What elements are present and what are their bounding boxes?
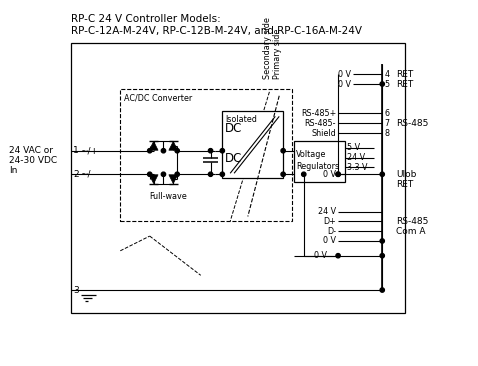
Text: In: In bbox=[10, 166, 18, 175]
Text: 3: 3 bbox=[73, 285, 79, 295]
Polygon shape bbox=[169, 175, 178, 184]
Circle shape bbox=[336, 172, 340, 176]
Text: 24-30 VDC: 24-30 VDC bbox=[10, 156, 57, 165]
Circle shape bbox=[175, 172, 179, 176]
Text: RP-C 24 V Controller Models:: RP-C 24 V Controller Models: bbox=[71, 14, 221, 24]
Bar bbox=[71, 43, 405, 313]
Text: 24 VAC or: 24 VAC or bbox=[10, 146, 54, 155]
Circle shape bbox=[220, 172, 225, 176]
Text: 7: 7 bbox=[384, 119, 390, 128]
Text: Primary side: Primary side bbox=[273, 29, 282, 79]
Text: Full-wave: Full-wave bbox=[150, 193, 187, 201]
Text: Secondary side: Secondary side bbox=[262, 17, 272, 79]
Circle shape bbox=[220, 149, 225, 153]
Text: 0 V: 0 V bbox=[314, 251, 326, 260]
Circle shape bbox=[148, 172, 152, 176]
Text: DC: DC bbox=[225, 152, 243, 165]
Polygon shape bbox=[149, 141, 158, 150]
Circle shape bbox=[302, 172, 306, 176]
Text: 3.3 V: 3.3 V bbox=[347, 163, 368, 172]
Circle shape bbox=[161, 149, 165, 153]
Text: ~/+: ~/+ bbox=[80, 146, 98, 155]
Text: 4: 4 bbox=[384, 70, 389, 79]
Text: 5: 5 bbox=[384, 79, 390, 89]
Text: 0 V: 0 V bbox=[323, 236, 336, 246]
Circle shape bbox=[175, 149, 179, 153]
Text: Com A: Com A bbox=[396, 227, 425, 236]
Circle shape bbox=[380, 254, 384, 258]
Text: RS-485: RS-485 bbox=[396, 217, 428, 226]
Circle shape bbox=[281, 149, 285, 153]
Text: 5 V: 5 V bbox=[347, 143, 360, 152]
Text: RET: RET bbox=[396, 70, 413, 79]
Bar bbox=[120, 89, 292, 221]
Circle shape bbox=[380, 82, 384, 86]
Text: RP-C-12A-M-24V, RP-C-12B-M-24V, and RP-C-16A-M-24V: RP-C-12A-M-24V, RP-C-12B-M-24V, and RP-C… bbox=[71, 26, 362, 36]
Text: 8: 8 bbox=[384, 128, 389, 138]
Text: AC/DC Converter: AC/DC Converter bbox=[124, 93, 193, 102]
Text: Shield: Shield bbox=[311, 128, 336, 138]
Text: Isolated: Isolated bbox=[225, 115, 257, 124]
Text: RS-485: RS-485 bbox=[396, 119, 428, 128]
Text: ~/-: ~/- bbox=[80, 170, 94, 179]
Bar bbox=[294, 141, 345, 182]
Circle shape bbox=[208, 172, 213, 176]
Circle shape bbox=[336, 254, 340, 258]
Circle shape bbox=[161, 172, 165, 176]
Text: 24 V: 24 V bbox=[347, 153, 365, 162]
Circle shape bbox=[281, 172, 285, 176]
Text: Voltage: Voltage bbox=[296, 150, 326, 159]
Polygon shape bbox=[149, 175, 158, 184]
Circle shape bbox=[148, 149, 152, 153]
Text: Regulators: Regulators bbox=[296, 162, 339, 171]
Text: 24 V: 24 V bbox=[318, 207, 336, 216]
Text: 1: 1 bbox=[73, 146, 79, 155]
Text: RET: RET bbox=[396, 79, 413, 89]
Text: 6: 6 bbox=[384, 109, 389, 118]
Text: DC: DC bbox=[225, 122, 243, 135]
Circle shape bbox=[380, 239, 384, 243]
Bar bbox=[222, 112, 283, 178]
Circle shape bbox=[208, 149, 213, 153]
Text: RS-485+: RS-485+ bbox=[301, 109, 336, 118]
Text: D-: D- bbox=[327, 227, 336, 236]
Text: RS-485-: RS-485- bbox=[304, 119, 336, 128]
Text: 0 V: 0 V bbox=[323, 170, 336, 179]
Polygon shape bbox=[169, 141, 178, 150]
Circle shape bbox=[380, 172, 384, 176]
Circle shape bbox=[380, 288, 384, 292]
Text: 0 V: 0 V bbox=[338, 79, 351, 89]
Text: D+: D+ bbox=[324, 217, 336, 226]
Text: 0 V: 0 V bbox=[338, 70, 351, 79]
Text: RET: RET bbox=[396, 180, 413, 188]
Text: UIob: UIob bbox=[396, 170, 416, 179]
Text: 2: 2 bbox=[73, 170, 79, 179]
Circle shape bbox=[336, 172, 340, 176]
